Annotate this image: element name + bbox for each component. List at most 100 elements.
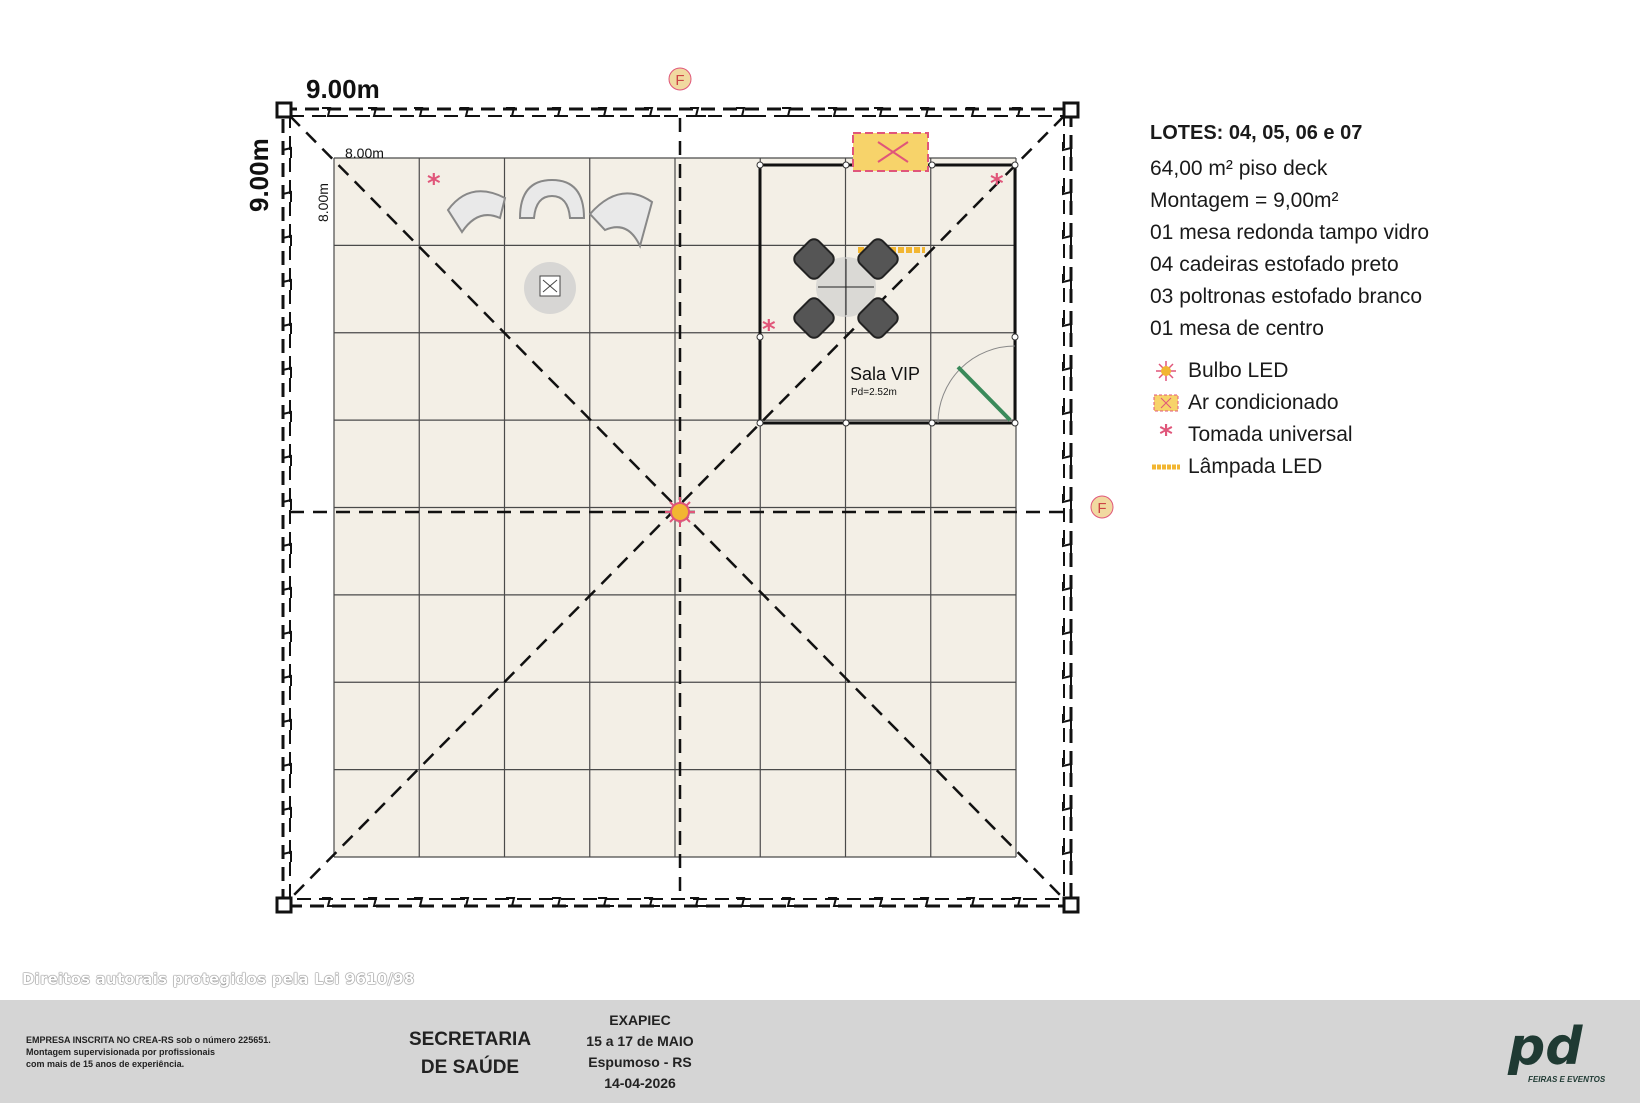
truss-zigzag: [282, 626, 292, 642]
corner-post: [1062, 896, 1080, 914]
truss-zigzag: [1062, 758, 1072, 774]
truss-zigzag: [368, 107, 384, 117]
truss-zigzag: [1062, 230, 1072, 246]
truss-zigzag: [1062, 670, 1072, 686]
bulb-led: [665, 497, 695, 527]
truss-zigzag: [552, 897, 568, 907]
outlet-icon: *: [1159, 420, 1173, 450]
truss-zigzag: [1062, 450, 1072, 466]
truss-zigzag: [282, 274, 292, 290]
truss-zigzag: [1062, 362, 1072, 378]
svg-text:F: F: [675, 72, 684, 89]
legend-line: 04 cadeiras estofado preto: [1150, 253, 1399, 276]
inner-height-label: 8.00m: [315, 183, 331, 222]
air-conditioner: [852, 132, 929, 172]
truss-zigzag: [1062, 802, 1072, 818]
truss-zigzag: [282, 714, 292, 730]
corner-post: [275, 101, 293, 119]
event-line: 15 a 17 de MAIO: [586, 1033, 694, 1049]
company-logo: pd FEIRAS E EVENTOS: [1507, 1020, 1606, 1084]
truss-zigzag: [920, 107, 936, 117]
truss-zigzag: [282, 538, 292, 554]
truss-zigzag: [282, 494, 292, 510]
outlet-icon: *: [427, 169, 441, 199]
outlet-icon: *: [762, 315, 776, 345]
legend-line: 01 mesa redonda tampo vidro: [1150, 221, 1429, 244]
door-leaf: [956, 365, 1012, 422]
legend-symbol-label: Lâmpada LED: [1188, 455, 1323, 478]
truss-zigzag: [644, 897, 660, 907]
truss-zigzag: [282, 318, 292, 334]
legend-line: 01 mesa de centro: [1150, 317, 1324, 340]
truss-zigzag: [1062, 494, 1072, 510]
corner-posts: [275, 101, 1080, 914]
truss-zigzag: [322, 897, 338, 907]
truss-zigzag: [920, 897, 936, 907]
truss-zigzag: [282, 362, 292, 378]
truss-zigzag: [506, 897, 522, 907]
legend: LOTES: 04, 05, 06 e 07 64,00 m² piso dec…: [1150, 122, 1429, 483]
legend-symbol-label: Tomada universal: [1188, 423, 1353, 446]
legend-symbol-ac: Ar condicionado: [1150, 387, 1429, 419]
event-info: EXAPIEC 15 a 17 de MAIO Espumoso - RS 14…: [555, 1010, 725, 1094]
event-line: Espumoso - RS: [588, 1054, 692, 1070]
truss-zigzag: [282, 230, 292, 246]
truss-zigzag: [690, 107, 706, 117]
truss-zigzag: [282, 406, 292, 422]
truss-zigzag: [828, 107, 844, 117]
legend-line: 03 poltronas estofado branco: [1150, 285, 1423, 308]
event-line: 14-04-2026: [604, 1075, 676, 1091]
truss-zigzag: [598, 107, 614, 117]
truss-zigzag: [828, 897, 844, 907]
corner-post: [1062, 101, 1080, 119]
floor-plan: * * * F F 9.00m 9.00m 8.00m 8.00m Sala V…: [244, 67, 1114, 914]
room-height: Pd=2.52m: [851, 387, 897, 398]
svg-text:F: F: [1097, 500, 1106, 517]
outer-height-label: 9.00m: [244, 138, 274, 212]
truss-zigzag: [1062, 846, 1072, 862]
corner-post: [275, 896, 293, 914]
truss-zigzag: [966, 897, 982, 907]
truss-zigzag: [1062, 406, 1072, 422]
client-line: SECRETARIA: [408, 1029, 532, 1050]
truss-zigzag: [690, 897, 706, 907]
logo-text: pd: [1507, 1020, 1583, 1077]
truss-zigzag: [552, 107, 568, 117]
truss-zigzag: [282, 450, 292, 466]
outer-frame-inner: [289, 115, 1065, 900]
truss-zigzag: [282, 802, 292, 818]
truss-zigzag: [414, 897, 430, 907]
white-armchairs: [446, 178, 654, 249]
legend-symbol-outlet: * Tomada universal: [1150, 419, 1429, 451]
coffee-table: [524, 262, 576, 314]
truss-zigzag: [322, 107, 338, 117]
truss-marks: [282, 107, 1072, 907]
truss-zigzag: [282, 186, 292, 202]
company-info: EMPRESA INSCRITA NO CREA-RS sob o número…: [26, 1034, 271, 1070]
outer-width-label: 9.00m: [306, 74, 380, 104]
truss-zigzag: [782, 107, 798, 117]
truss-zigzag: [282, 758, 292, 774]
truss-zigzag: [1062, 274, 1072, 290]
truss-zigzag: [1012, 897, 1028, 907]
client-line: DE SAÚDE: [420, 1057, 520, 1078]
truss-zigzag: [1062, 538, 1072, 554]
room-name: Sala VIP: [850, 364, 920, 384]
truss-zigzag: [736, 897, 752, 907]
marker-f-top: F: [668, 67, 692, 91]
truss-zigzag: [368, 897, 384, 907]
armchair-white: [588, 192, 654, 249]
truss-lines: [289, 115, 1065, 900]
truss-zigzag: [1062, 582, 1072, 598]
event-line: EXAPIEC: [609, 1012, 671, 1028]
wall-nodes: [756, 161, 1019, 427]
company-line: EMPRESA INSCRITA NO CREA-RS sob o número…: [26, 1035, 271, 1045]
legend-line: 64,00 m² piso deck: [1150, 157, 1328, 180]
truss-zigzag: [874, 897, 890, 907]
company-line: Montagem supervisionada por profissionai…: [26, 1047, 216, 1057]
truss-zigzag: [414, 107, 430, 117]
led-lamp-icon: [1150, 463, 1182, 471]
truss-zigzag: [460, 107, 476, 117]
company-line: com mais de 15 anos de experiência.: [26, 1059, 185, 1069]
footer-bar: EMPRESA INSCRITA NO CREA-RS sob o número…: [0, 1000, 1640, 1103]
